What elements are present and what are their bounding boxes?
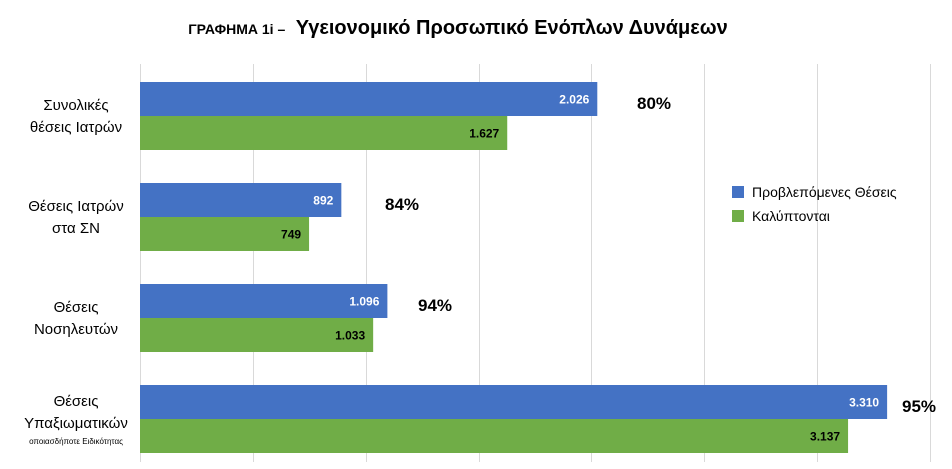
- percentage-label: 80%: [637, 94, 671, 113]
- bar-covered: [140, 318, 374, 352]
- category-label: θέσεις Ιατρών: [30, 119, 122, 136]
- category-label: Νοσηλευτών: [34, 321, 118, 338]
- chart-title: ΓΡΑΦΗΜΑ 1i – Υγειονομικό Προσωπικό Ενόπλ…: [188, 17, 728, 39]
- percentage-label: 84%: [385, 195, 419, 214]
- percentage-labels: 80% 84% 94% 95%: [385, 94, 936, 416]
- percentage-label: 95%: [902, 397, 936, 416]
- legend-swatch: [732, 210, 744, 222]
- legend-swatch: [732, 186, 744, 198]
- bar-value-label: 2.026: [559, 93, 589, 107]
- bar-value-label: 749: [281, 228, 301, 242]
- bar-value-label: 1.033: [335, 329, 365, 343]
- category-label: Υπαξιωματικών: [24, 415, 128, 432]
- bar-provided: [140, 284, 388, 318]
- bar-provided: [140, 385, 888, 419]
- legend: Προβλεπόμενες Θέσεις Καλύπτονται: [732, 184, 897, 224]
- bar-value-label: 3.310: [849, 396, 879, 410]
- bar-covered: [140, 419, 849, 453]
- legend-entry: Προβλεπόμενες Θέσεις: [752, 184, 897, 200]
- category-note: οποιασδήποτε Ειδικότητας: [29, 437, 123, 446]
- bar-covered: [140, 217, 310, 251]
- bar-value-label: 1.096: [349, 295, 379, 309]
- chart-title-main: Υγειονομικό Προσωπικό Ενόπλων Δυνάμεων: [296, 17, 728, 39]
- category-label: Συνολικές: [43, 97, 108, 114]
- chart-title-prefix: ΓΡΑΦΗΜΑ 1i –: [188, 21, 285, 37]
- bar-value-label: 1.627: [469, 127, 499, 141]
- category-label: στα ΣΝ: [52, 220, 100, 237]
- bar-covered: [140, 116, 508, 150]
- category-label: Θέσεις: [54, 393, 99, 410]
- category-labels: Συνολικές θέσεις Ιατρών Θέσεις Ιατρών στα Σ…: [24, 97, 128, 446]
- category-label: Θέσεις: [54, 299, 99, 316]
- bars: 2.026 892 1.096 3.310 1.627 749 1.033 3.137: [140, 82, 888, 453]
- bar-value-label: 3.137: [810, 430, 840, 444]
- legend-entry: Καλύπτονται: [752, 208, 830, 224]
- bar-provided: [140, 183, 342, 217]
- bar-value-label: 892: [313, 194, 333, 208]
- percentage-label: 94%: [418, 296, 452, 315]
- category-label: Θέσεις Ιατρών: [28, 198, 124, 215]
- bar-provided: [140, 82, 598, 116]
